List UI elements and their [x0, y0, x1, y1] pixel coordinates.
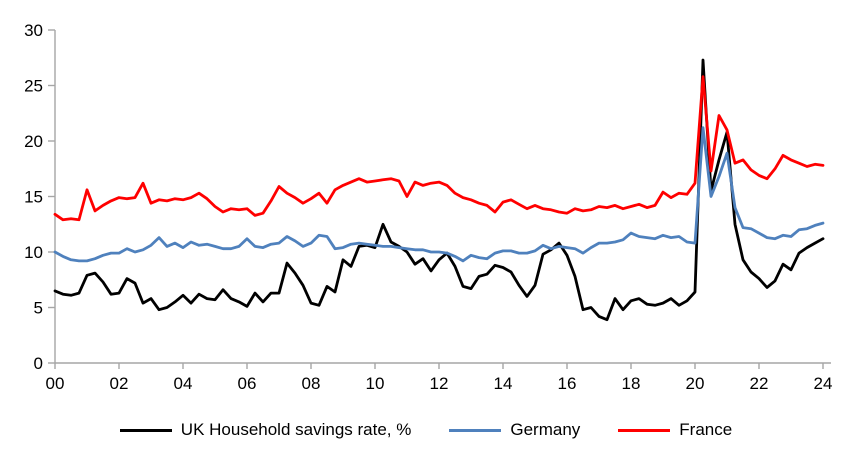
- y-tick-label: 5: [34, 299, 43, 318]
- x-tick-label: 12: [430, 374, 449, 393]
- legend-item-uk: UK Household savings rate, %: [119, 420, 412, 440]
- series-line-1: [53, 126, 825, 263]
- germany-line-swatch: [449, 428, 502, 432]
- x-tick-label: 18: [622, 374, 641, 393]
- x-tick-label: 02: [110, 374, 129, 393]
- x-tick-label: 10: [366, 374, 385, 393]
- legend-label-france: France: [679, 420, 733, 439]
- x-tick-label: 22: [750, 374, 769, 393]
- x-tick-label: 14: [494, 374, 513, 393]
- legend-item-germany: Germany: [449, 420, 580, 440]
- y-tick-label: 10: [24, 243, 43, 262]
- x-tick-label: 04: [174, 374, 193, 393]
- x-tick-label: 06: [238, 374, 257, 393]
- legend-item-france: France: [618, 420, 732, 440]
- x-tick-label: 08: [302, 374, 321, 393]
- series-line-2: [53, 75, 825, 222]
- legend-label-uk: UK Household savings rate, %: [180, 420, 412, 439]
- chart-canvas: 0 5 10 15 20 25 30 00 02 04 06 08 10 12 14 16 18 20 22 24: [24, 21, 833, 393]
- france-line-swatch: [618, 428, 671, 432]
- y-tick-label: 25: [24, 77, 43, 96]
- y-tick-label: 15: [24, 188, 43, 207]
- uk-line-swatch: [119, 428, 172, 432]
- legend-label-germany: Germany: [510, 420, 581, 439]
- x-tick-label: 16: [558, 374, 577, 393]
- y-tick-label: 30: [24, 21, 43, 40]
- y-tick-label: 0: [34, 354, 43, 373]
- x-tick-label: 00: [46, 374, 65, 393]
- x-tick-label: 24: [814, 374, 833, 393]
- series-line-0: [53, 58, 825, 322]
- x-tick-label: 20: [686, 374, 705, 393]
- chart-legend: UK Household savings rate, % Germany Fra…: [0, 420, 852, 440]
- y-tick-label: 20: [24, 132, 43, 151]
